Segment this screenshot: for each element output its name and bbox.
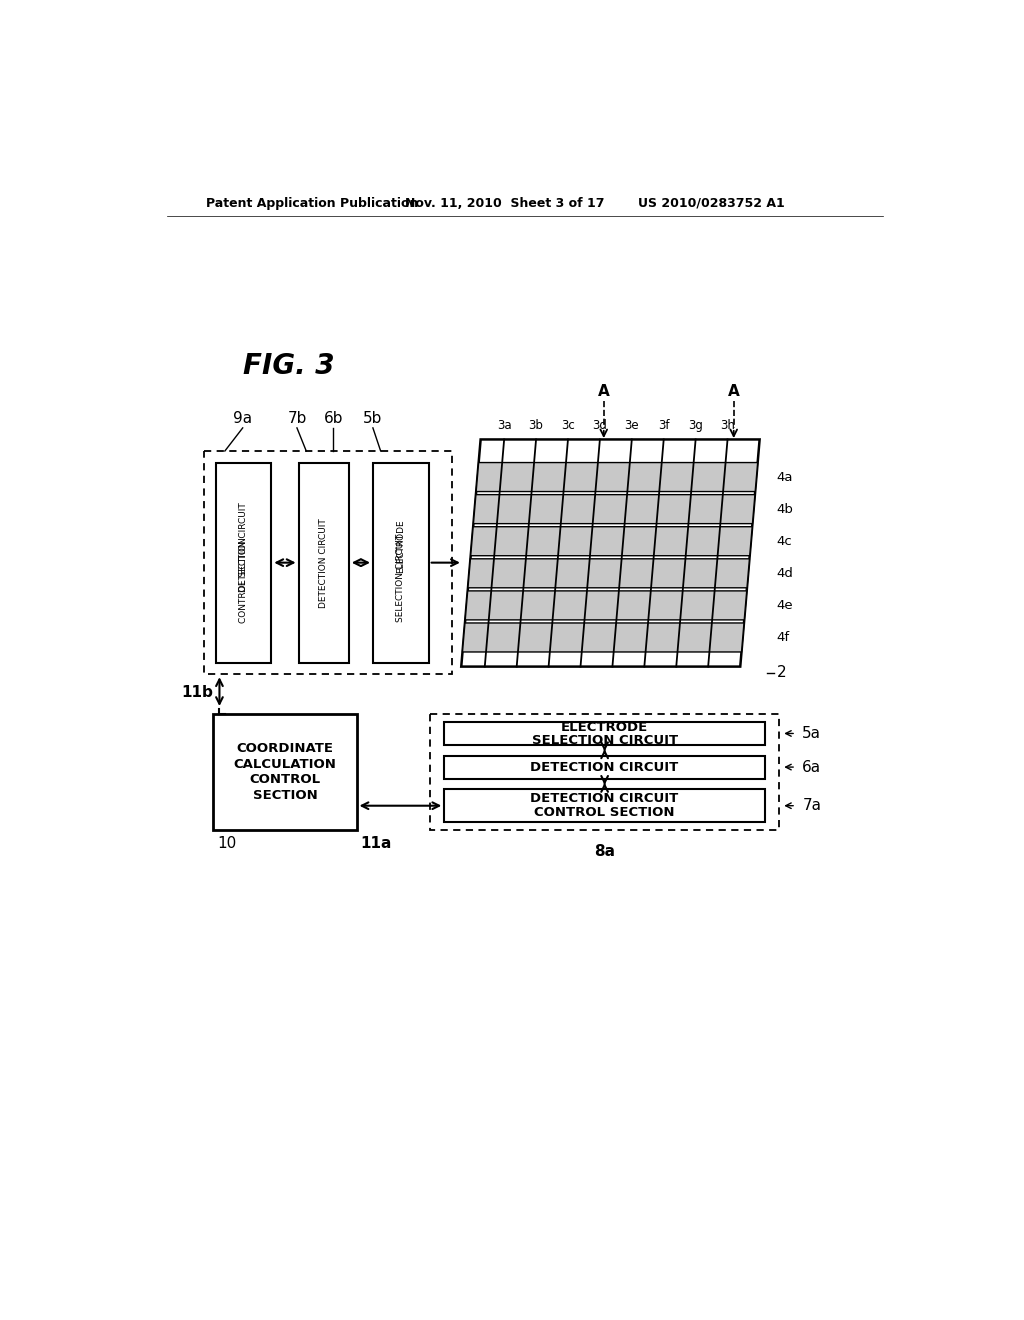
Polygon shape xyxy=(476,462,758,491)
Text: 3h: 3h xyxy=(720,418,735,432)
Bar xyxy=(430,714,779,830)
Text: ELECTRODE: ELECTRODE xyxy=(396,519,406,573)
Bar xyxy=(299,462,349,663)
Bar xyxy=(213,714,356,830)
Bar xyxy=(216,462,271,663)
Polygon shape xyxy=(473,495,755,524)
Text: 3c: 3c xyxy=(561,418,574,432)
Text: Patent Application Publication: Patent Application Publication xyxy=(206,197,418,210)
Text: 3e: 3e xyxy=(625,418,639,432)
Text: 5b: 5b xyxy=(364,411,383,426)
Text: 3a: 3a xyxy=(497,418,511,432)
Text: DETECTION CIRCUIT: DETECTION CIRCUIT xyxy=(530,760,679,774)
Text: SELECTION CIRCUIT: SELECTION CIRCUIT xyxy=(531,734,678,747)
Text: CONTROL SECTION: CONTROL SECTION xyxy=(239,537,248,623)
Text: 7a: 7a xyxy=(802,799,821,813)
Text: 4d: 4d xyxy=(776,566,794,579)
Text: CONTROL SECTION: CONTROL SECTION xyxy=(535,807,675,820)
Text: 3b: 3b xyxy=(528,418,544,432)
Text: US 2010/0283752 A1: US 2010/0283752 A1 xyxy=(638,197,784,210)
Bar xyxy=(444,755,765,779)
Polygon shape xyxy=(468,558,750,587)
Text: CONTROL: CONTROL xyxy=(250,774,321,787)
Text: SELECTION CIRCUIT: SELECTION CIRCUIT xyxy=(396,533,406,622)
Text: DETECTION CIRCUIT: DETECTION CIRCUIT xyxy=(239,503,248,593)
Text: ELECTRODE: ELECTRODE xyxy=(561,721,648,734)
Text: 9a: 9a xyxy=(233,411,252,426)
Text: 4e: 4e xyxy=(776,599,794,612)
Bar xyxy=(204,451,452,675)
Text: 6b: 6b xyxy=(324,411,343,426)
Text: 3g: 3g xyxy=(688,418,703,432)
Text: FIG. 3: FIG. 3 xyxy=(243,352,334,380)
Bar xyxy=(373,462,429,663)
Text: 4f: 4f xyxy=(776,631,790,644)
Text: 8a: 8a xyxy=(594,843,615,859)
Text: 4a: 4a xyxy=(776,470,794,483)
Text: CALCULATION: CALCULATION xyxy=(233,758,336,771)
Text: SECTION: SECTION xyxy=(253,788,317,801)
Bar xyxy=(444,789,765,822)
Polygon shape xyxy=(465,591,746,620)
Text: 3d: 3d xyxy=(593,418,607,432)
Text: 10: 10 xyxy=(217,836,237,851)
Text: 11b: 11b xyxy=(181,685,213,700)
Text: A: A xyxy=(728,384,739,399)
Text: DETECTION CIRCUIT: DETECTION CIRCUIT xyxy=(319,517,328,607)
Polygon shape xyxy=(461,440,760,667)
Text: A: A xyxy=(598,384,609,399)
Text: 5a: 5a xyxy=(802,726,821,741)
Text: 2: 2 xyxy=(776,665,786,680)
Text: Nov. 11, 2010  Sheet 3 of 17: Nov. 11, 2010 Sheet 3 of 17 xyxy=(406,197,605,210)
Text: 4b: 4b xyxy=(776,503,794,516)
Text: 7b: 7b xyxy=(288,411,306,426)
Polygon shape xyxy=(463,623,744,652)
Text: 11a: 11a xyxy=(360,836,392,851)
Text: 4c: 4c xyxy=(776,535,793,548)
Text: 3f: 3f xyxy=(658,418,670,432)
Polygon shape xyxy=(471,527,753,556)
Bar xyxy=(444,722,765,744)
Text: 6a: 6a xyxy=(802,759,821,775)
Text: DETECTION CIRCUIT: DETECTION CIRCUIT xyxy=(530,792,679,805)
Text: COORDINATE: COORDINATE xyxy=(237,742,334,755)
